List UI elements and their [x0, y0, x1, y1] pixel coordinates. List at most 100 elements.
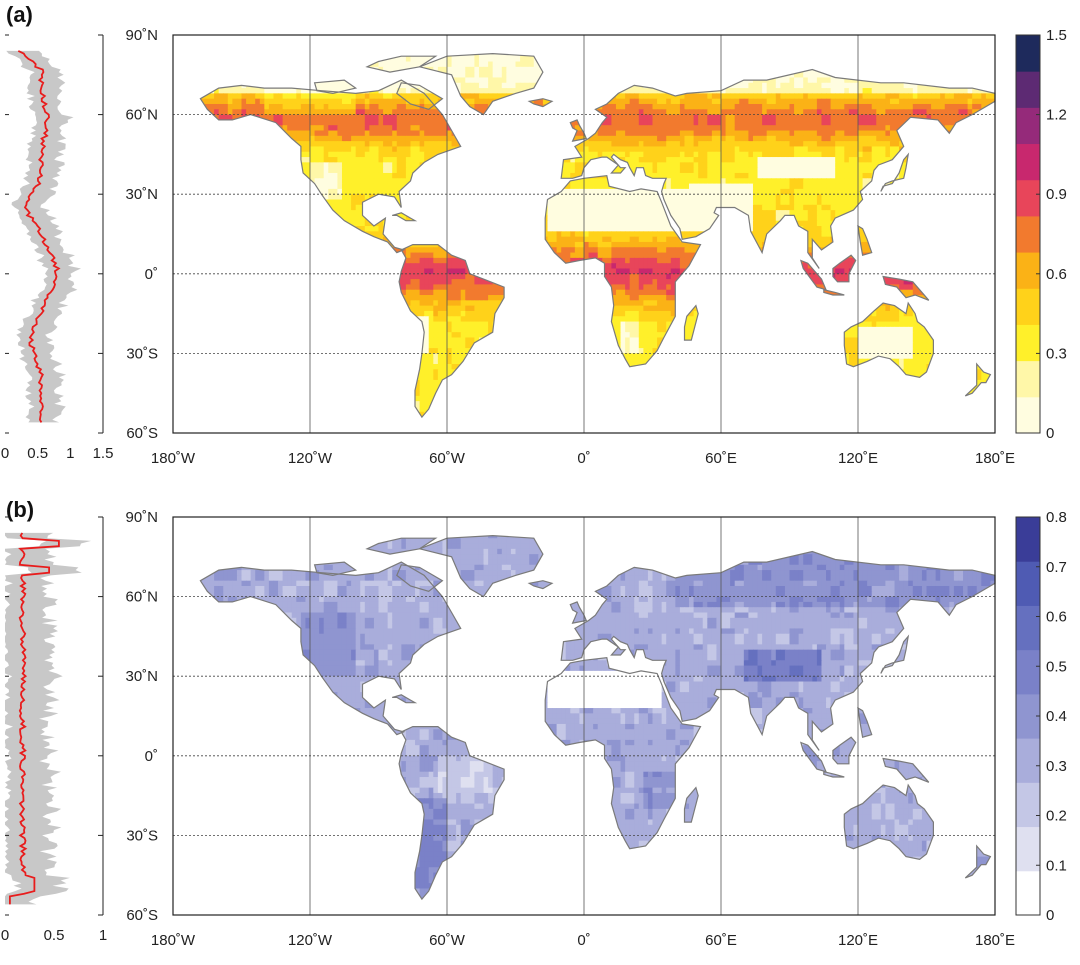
colorbar-tick-label: 0.5	[1046, 658, 1067, 675]
lat-tick-label: 60˚S	[126, 907, 158, 924]
coastline-iceland	[527, 580, 554, 590]
lon-tick-label: 60˚W	[429, 932, 466, 949]
profile-xtick-label: 1	[99, 927, 107, 944]
coastlines	[199, 534, 996, 901]
coastline-borneo	[832, 254, 857, 283]
colorbar-frame	[1015, 34, 1041, 434]
lat-tick-label: 30˚S	[126, 827, 158, 844]
colorbar-tick-label: 0.8	[1046, 509, 1067, 526]
colorbar-tick-label: 0.9	[1046, 186, 1067, 203]
latitude-profile: 0 0.5 1	[1, 516, 107, 944]
colorbar-swatch	[1016, 71, 1040, 108]
coastline-madagascar	[683, 786, 699, 823]
lon-tick-label: 0˚	[577, 450, 590, 467]
coastline-ellesmere	[365, 55, 438, 73]
lon-tick-label: 180˚W	[151, 932, 196, 949]
coastline-greenland	[417, 52, 544, 116]
colorbar-tick-label: 0.4	[1046, 708, 1067, 725]
profile-line	[17, 50, 61, 423]
colorbar-tick-label: 0.7	[1046, 559, 1067, 576]
colorbar-swatch	[1016, 252, 1040, 289]
coastline-greenland	[417, 534, 544, 598]
lat-tick-label: 90˚N	[125, 509, 158, 526]
coastline-japan	[880, 152, 910, 192]
colorbar: 0 0.1 0.2 0.3 0.4 0.5 0.6 0.7 0.8	[1015, 509, 1067, 924]
map-frame	[172, 34, 996, 434]
coastline-baffin	[396, 564, 444, 592]
map-figure-a: 90˚N 60˚N 30˚N 0˚ 30˚S 60˚S 180˚W 120˚W 60˚W 0˚ 60…	[1, 27, 1067, 467]
lat-tick-label: 0˚	[145, 266, 158, 283]
colorbar-swatch	[1016, 396, 1040, 434]
coastlines	[199, 52, 996, 419]
coastline-north_america	[199, 561, 462, 736]
profile-line	[8, 532, 60, 905]
coastline-north_america	[199, 79, 462, 254]
lon-tick-label: 120˚E	[838, 450, 878, 467]
profile-xtick-label: 0	[1, 445, 9, 462]
colorbar-swatch	[1016, 324, 1040, 362]
colorbar-swatch	[1016, 143, 1040, 181]
lon-tick-label: 120˚E	[838, 932, 878, 949]
lat-tick-label: 30˚N	[125, 186, 158, 203]
colorbar-tick-label: 0.6	[1046, 266, 1067, 283]
map-figure-b: 90˚N 60˚N 30˚N 0˚ 30˚S 60˚S 180˚W 120˚W 60˚W 0˚ 60…	[1, 509, 1067, 949]
coastline-philippines	[857, 224, 873, 256]
colorbar-swatch	[1016, 179, 1040, 217]
colorbar-tick-label: 0.3	[1046, 345, 1067, 362]
lon-tick-label: 120˚W	[288, 450, 333, 467]
coastline-uk	[569, 119, 588, 142]
lat-tick-label: 60˚S	[126, 425, 158, 442]
lat-tick-label: 90˚N	[125, 27, 158, 44]
lat-tick-label: 0˚	[145, 748, 158, 765]
coastline-eurasia	[560, 68, 996, 269]
latitude-profile: 0 0.5 1 1.5	[1, 34, 114, 462]
coastline-victoria	[313, 561, 358, 577]
profile-band	[5, 532, 92, 905]
lon-tick-label: 60˚W	[429, 450, 466, 467]
colorbar-swatch	[1016, 605, 1040, 651]
colorbar-tick-label: 0.3	[1046, 758, 1067, 775]
colorbar-tick-label: 0.1	[1046, 857, 1067, 874]
coastline-java	[823, 288, 845, 296]
lon-tick-label: 180˚E	[975, 450, 1015, 467]
colorbar-swatch	[1016, 649, 1040, 695]
colorbar-swatch	[1016, 870, 1040, 916]
coastline-java	[823, 770, 845, 778]
coastline-cuba	[392, 694, 418, 704]
colorbar-swatch	[1016, 826, 1040, 872]
panel-b: (b) 90˚N 60˚N 30˚N 0˚ 30˚S 60˚S 180˚W 120˚W 60˚W…	[0, 482, 1080, 964]
lon-tick-label: 180˚W	[151, 450, 196, 467]
coastline-philippines	[857, 706, 873, 738]
coastline-australia	[843, 301, 935, 378]
lon-tick-label: 120˚W	[288, 932, 333, 949]
coastline-nz	[964, 844, 992, 879]
coastline-eurasia	[560, 550, 996, 751]
colorbar-swatch	[1016, 517, 1040, 562]
coastline-japan	[880, 634, 910, 674]
coastline-south_america	[398, 726, 505, 901]
map-frame	[172, 516, 996, 916]
coastline-cuba	[392, 212, 418, 222]
lat-tick-label: 60˚N	[125, 589, 158, 606]
colorbar-swatch	[1016, 738, 1040, 783]
coastline-iceland	[527, 98, 554, 108]
lat-tick-label: 30˚N	[125, 668, 158, 685]
panel-label: (b)	[6, 497, 34, 523]
profile-xtick-label: 0	[1, 927, 9, 944]
colorbar-swatch	[1016, 360, 1040, 398]
colorbar-tick-label: 0.6	[1046, 609, 1067, 626]
lon-tick-label: 0˚	[577, 932, 590, 949]
lon-tick-label: 60˚E	[705, 932, 737, 949]
colorbar-swatch	[1016, 107, 1040, 145]
coastline-africa	[544, 174, 702, 368]
coastline-newguinea	[882, 757, 930, 783]
colorbar-tick-label: 0	[1046, 425, 1054, 442]
colorbar-tick-label: 0	[1046, 907, 1054, 924]
coastline-borneo	[832, 736, 857, 765]
profile-xtick-label: 1.5	[93, 445, 114, 462]
coastline-baffin	[396, 82, 444, 110]
colorbar-tick-label: 1.2	[1046, 107, 1067, 124]
colorbar-tick-label: 1.5	[1046, 27, 1067, 44]
coastline-madagascar	[683, 304, 699, 341]
coastline-south_america	[398, 244, 505, 419]
